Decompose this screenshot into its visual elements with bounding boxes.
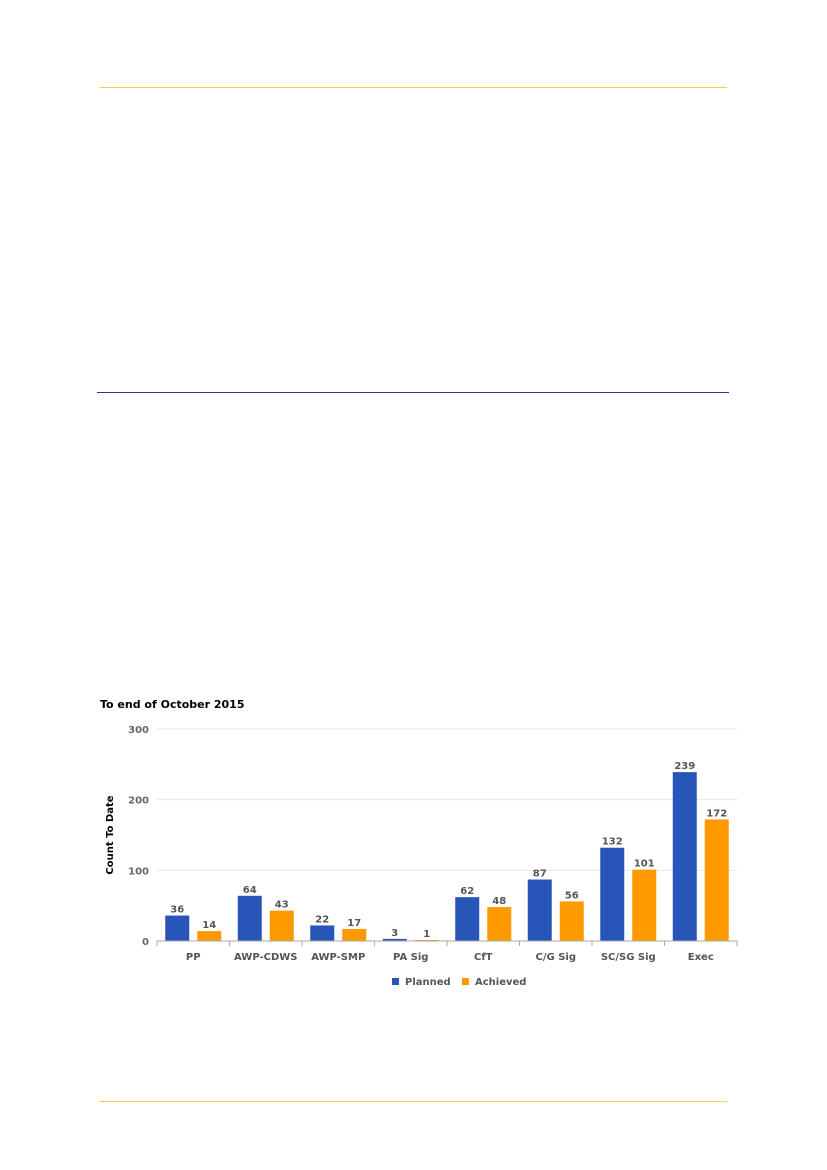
- x-tick-label: PA Sig: [393, 952, 428, 963]
- chart-title: To end of October 2015: [100, 698, 245, 711]
- bar-planned-pp: [165, 915, 190, 941]
- y-tick-label: 200: [128, 796, 149, 807]
- bar-achieved-sc-sg-sig: [632, 869, 657, 941]
- data-label: 17: [347, 918, 361, 929]
- x-tick-label: PP: [186, 952, 201, 963]
- data-label: 239: [674, 761, 695, 772]
- data-label: 3: [391, 928, 398, 939]
- bar-planned-cft: [455, 897, 480, 941]
- data-label: 101: [634, 859, 655, 870]
- data-label: 62: [460, 886, 474, 897]
- data-label: 172: [706, 808, 727, 819]
- data-label: 56: [565, 890, 579, 901]
- data-label: 132: [602, 837, 623, 848]
- x-tick-label: AWP-SMP: [311, 952, 365, 963]
- bar-chart: To end of October 2015 36 14 64 43 22 17 3 1 62 4…: [100, 698, 738, 988]
- y-tick-label: 100: [128, 866, 149, 877]
- legend-swatch-planned: [392, 978, 399, 985]
- bar-planned-c-g-sig: [527, 879, 552, 941]
- x-tick-label: CfT: [474, 952, 493, 963]
- bar-achieved-awp-cdws: [269, 910, 294, 941]
- bar-achieved-pp: [197, 931, 222, 941]
- x-tick-label: Exec: [688, 952, 714, 963]
- header-divider: [99, 87, 727, 88]
- bar-planned-awp-smp: [310, 925, 335, 941]
- bar-achieved-awp-smp: [342, 928, 367, 941]
- data-label: 48: [492, 896, 506, 907]
- bar-planned-awp-cdws: [237, 895, 262, 941]
- bar-achieved-exec: [704, 819, 729, 941]
- data-label: 14: [202, 920, 216, 931]
- legend-label-planned: Planned: [405, 977, 451, 988]
- x-tick-label: AWP-CDWS: [234, 952, 298, 963]
- y-tick-label: 300: [128, 725, 149, 736]
- footer-divider: [99, 1101, 727, 1102]
- data-label: 36: [170, 905, 184, 916]
- y-axis-label: Count To Date: [105, 795, 116, 874]
- data-label: 87: [533, 869, 547, 880]
- legend-swatch-achieved: [462, 978, 469, 985]
- bar-achieved-c-g-sig: [559, 901, 584, 941]
- y-tick-label: 0: [142, 937, 149, 948]
- data-label: 43: [275, 900, 289, 911]
- bar-planned-exec: [672, 772, 697, 941]
- bar-planned-sc-sg-sig: [600, 847, 625, 941]
- x-tick-label: C/G Sig: [536, 952, 576, 963]
- bar-achieved-cft: [487, 907, 512, 941]
- data-label: 1: [423, 929, 430, 940]
- legend-label-achieved: Achieved: [475, 977, 526, 988]
- section-divider: [97, 392, 729, 393]
- data-label: 64: [243, 885, 257, 896]
- x-tick-label: SC/SG Sig: [601, 952, 656, 963]
- bar-planned-pa-sig: [382, 938, 407, 941]
- data-label: 22: [315, 914, 329, 925]
